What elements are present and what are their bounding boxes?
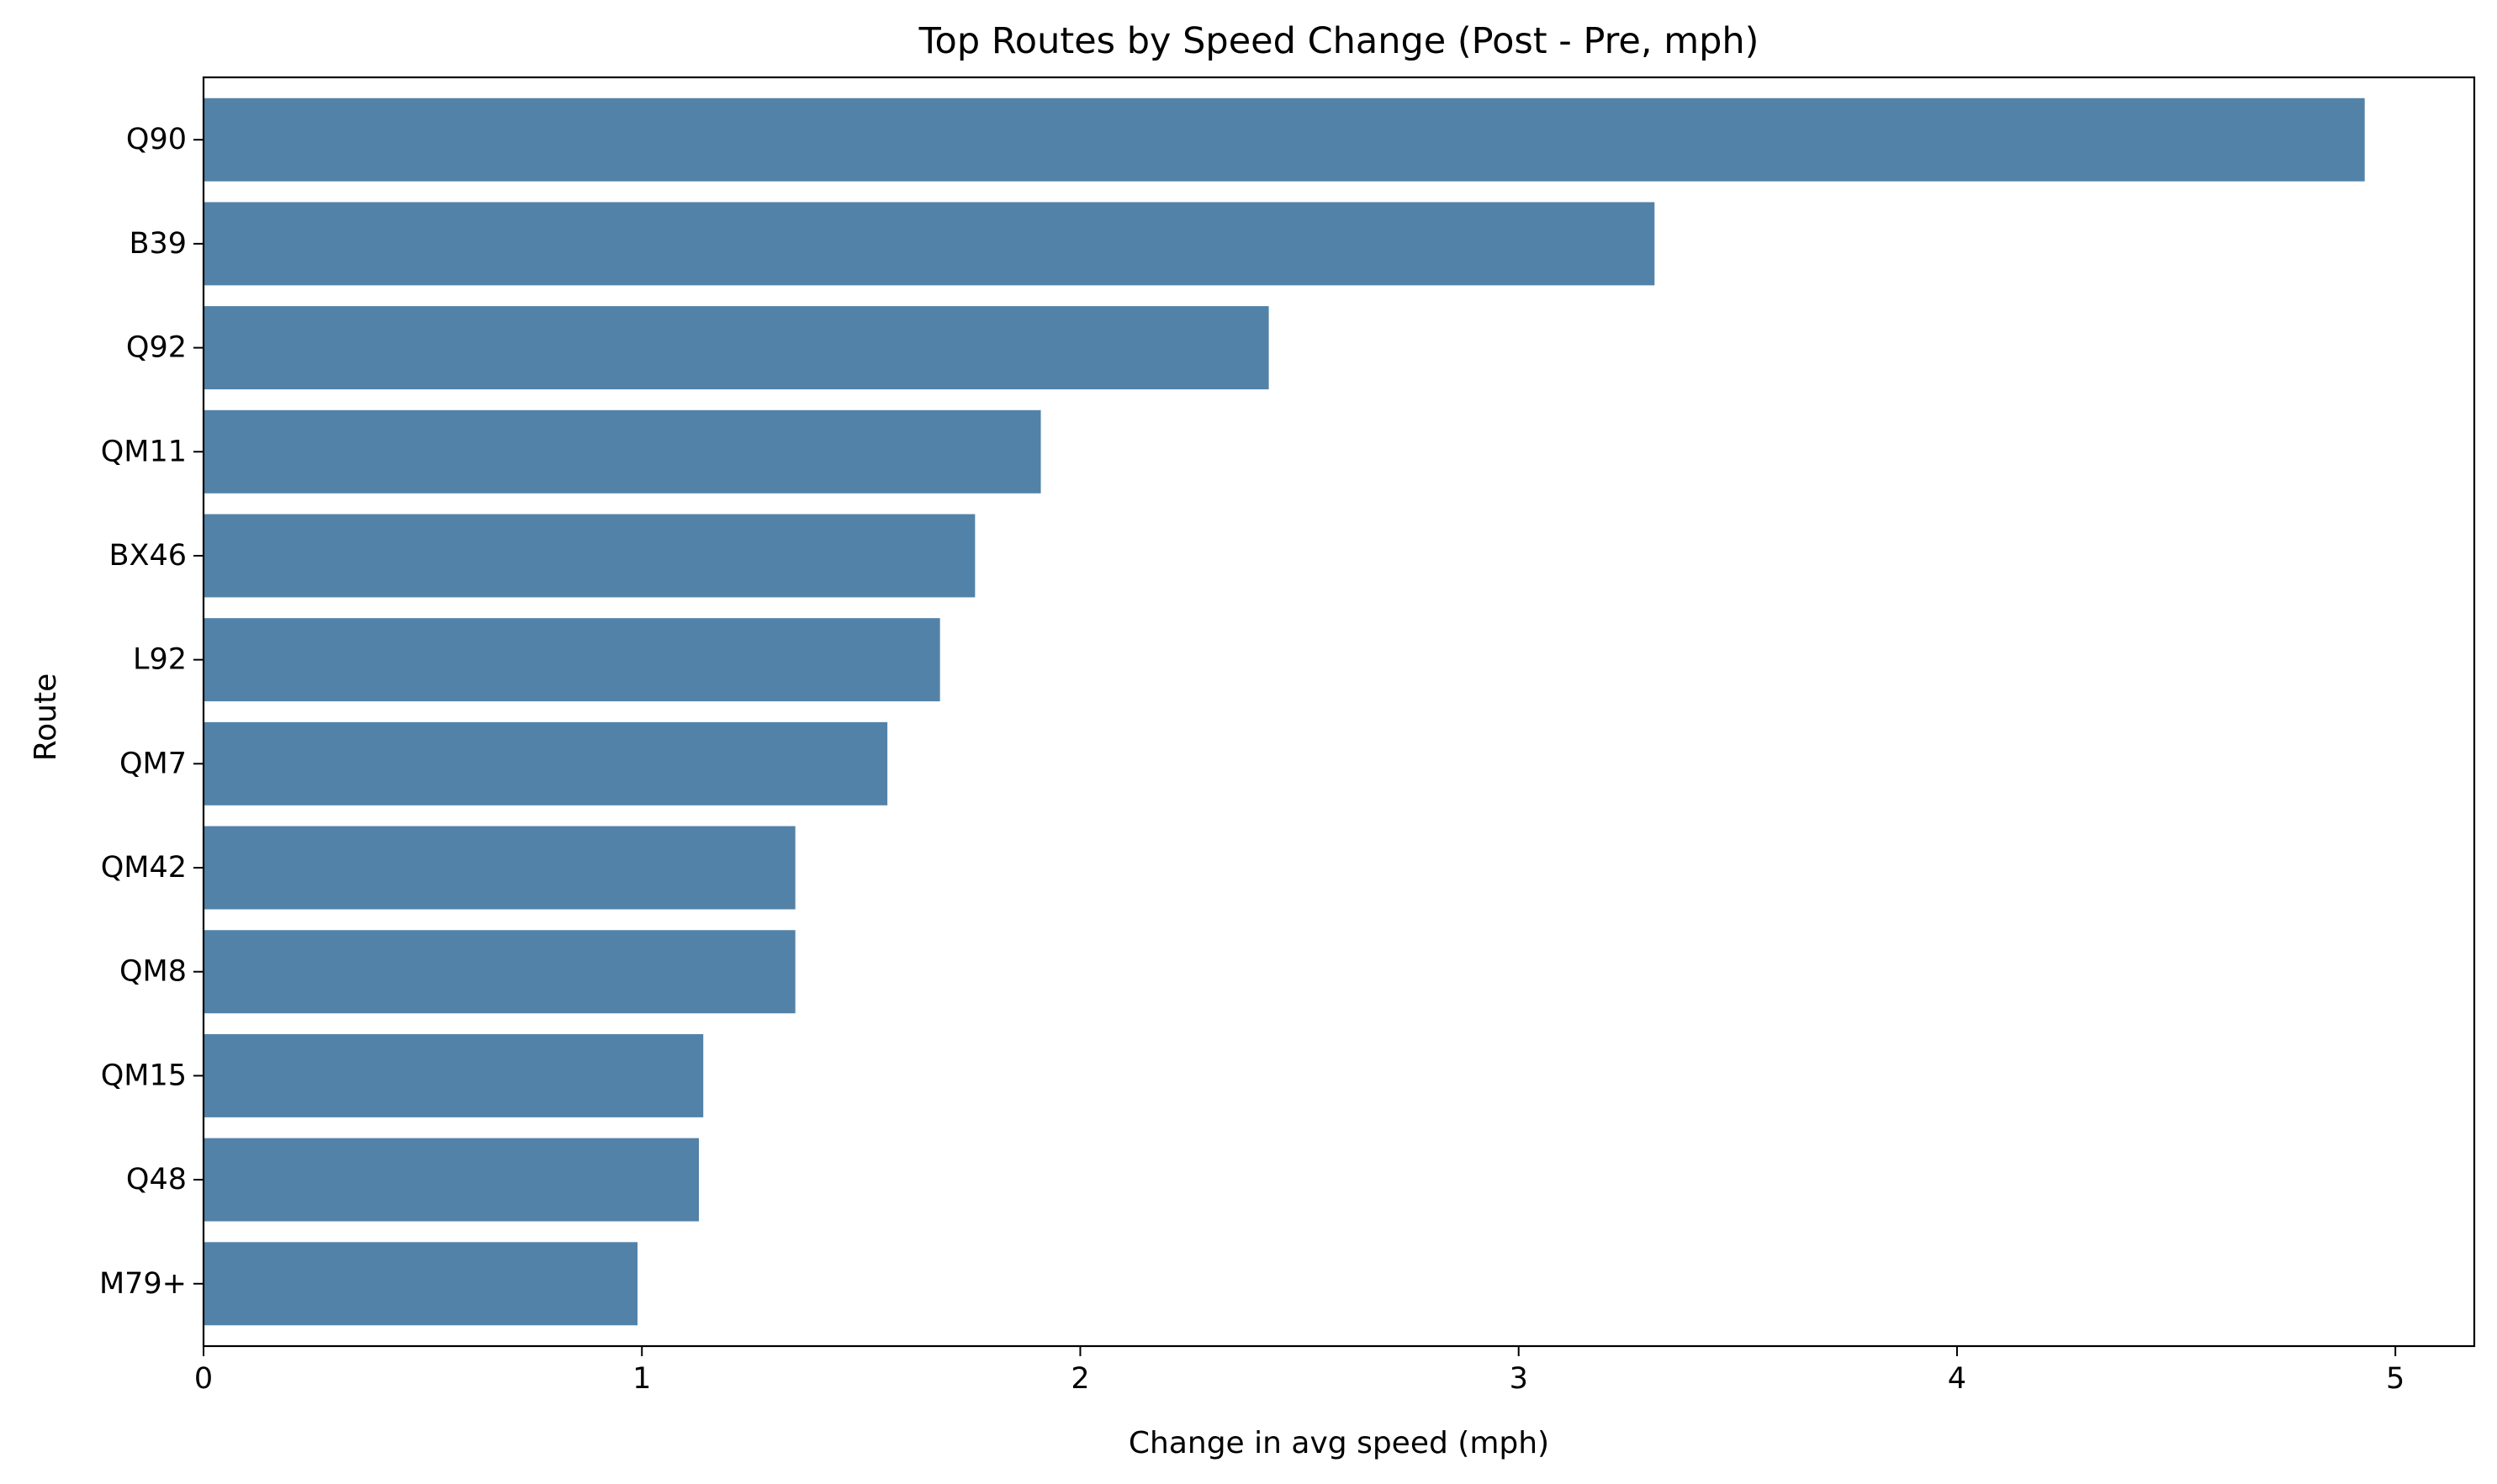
y-tick-label: QM15 (101, 1059, 187, 1092)
y-axis-ticks: Q90 B39 Q92 QM11 BX46 L92 QM7 QM42 QM8 QM15 Q48 M79… (99, 123, 204, 1301)
x-tick-label: 5 (2386, 1362, 2404, 1396)
bar (204, 618, 940, 702)
y-tick-label: B39 (129, 227, 187, 261)
y-tick-label: QM8 (119, 955, 187, 989)
chart-title: Top Routes by Speed Change (Post - Pre, … (918, 20, 1759, 62)
x-tick-label: 4 (1948, 1362, 1966, 1396)
x-tick-label: 3 (1510, 1362, 1528, 1396)
bar (204, 1242, 638, 1326)
x-tick-label: 1 (632, 1362, 651, 1396)
bar (204, 930, 796, 1014)
bar (204, 409, 1041, 494)
bar (204, 98, 2365, 182)
bar (204, 306, 1269, 390)
bar (204, 1138, 699, 1222)
y-tick-label: M79+ (99, 1267, 187, 1301)
y-tick-label: QM42 (101, 851, 187, 885)
y-tick-label: Q92 (126, 331, 187, 365)
bar (204, 826, 796, 910)
x-axis-label: Change in avg speed (mph) (1129, 1426, 1549, 1460)
x-axis-ticks: 0 1 2 3 4 5 (194, 1346, 2404, 1396)
bar (204, 514, 976, 598)
y-tick-label: L92 (133, 643, 187, 677)
y-tick-label: Q48 (126, 1163, 187, 1196)
y-tick-label: QM7 (119, 747, 187, 780)
y-tick-label: Q90 (126, 123, 187, 156)
y-tick-label: QM11 (101, 435, 187, 468)
y-tick-label: BX46 (108, 539, 187, 573)
bar (204, 1033, 704, 1117)
bar (204, 721, 888, 805)
y-axis-label: Route (29, 673, 63, 762)
x-tick-label: 2 (1071, 1362, 1089, 1396)
bar (204, 202, 1655, 286)
x-tick-label: 0 (194, 1362, 213, 1396)
plot-frame (202, 76, 2476, 1348)
bars-group (204, 98, 2365, 1326)
